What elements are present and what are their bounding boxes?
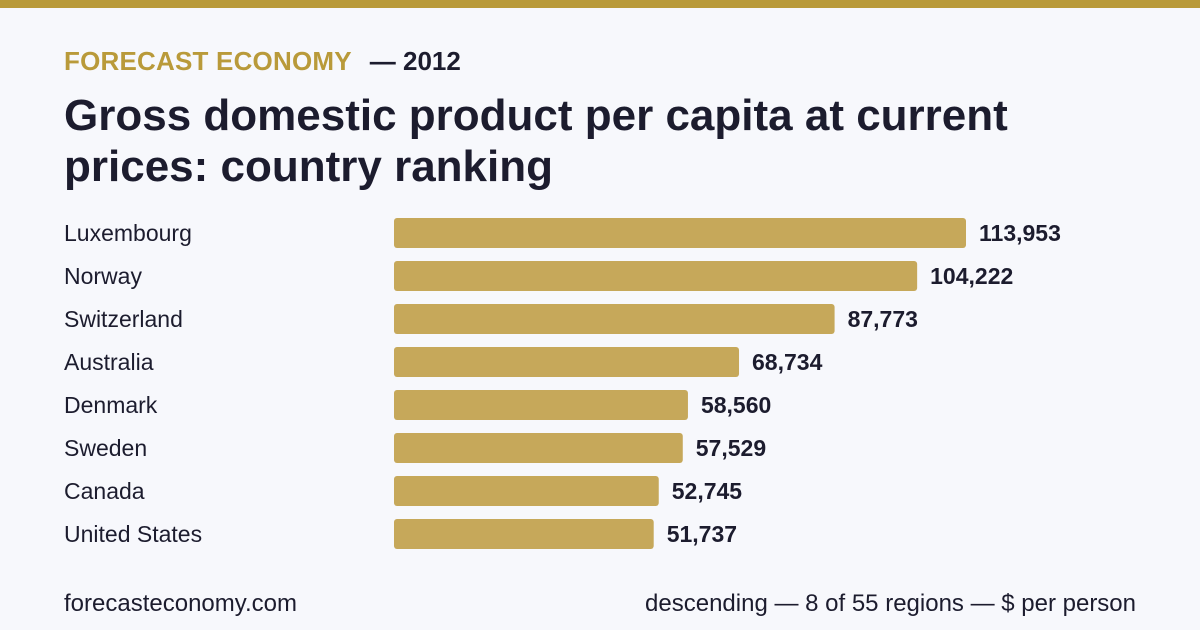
category-label: Canada xyxy=(64,478,145,504)
header: FORECAST ECONOMY — 2012 xyxy=(64,44,461,78)
bar-sweden[interactable] xyxy=(394,433,683,463)
chart-title: Gross domestic product per capita at cur… xyxy=(64,91,1008,191)
value-label: 87,773 xyxy=(848,306,918,332)
bar-switzerland[interactable] xyxy=(394,304,835,334)
brand-name[interactable]: FORECAST ECONOMY xyxy=(64,45,352,76)
bar-denmark[interactable] xyxy=(394,390,688,420)
value-label: 68,734 xyxy=(752,349,823,375)
bar-canada[interactable] xyxy=(394,476,659,506)
value-label: 51,737 xyxy=(667,521,737,547)
bar-luxembourg[interactable] xyxy=(394,218,966,248)
category-label: Denmark xyxy=(64,392,158,418)
footer-note: descending — 8 of 55 regions — $ per per… xyxy=(645,590,1136,617)
value-label: 57,529 xyxy=(696,435,766,461)
bar-norway[interactable] xyxy=(394,261,918,291)
category-label: Australia xyxy=(64,349,154,375)
category-label: Norway xyxy=(64,263,142,289)
category-label: Luxembourg xyxy=(64,220,192,246)
category-label: United States xyxy=(64,521,202,547)
value-label: 104,222 xyxy=(930,263,1013,289)
top-accent-bar xyxy=(0,0,1200,8)
value-label: 52,745 xyxy=(672,478,743,504)
value-label: 58,560 xyxy=(701,392,771,418)
year-label: — 2012 xyxy=(369,45,461,76)
bar-united-states[interactable] xyxy=(394,519,654,549)
category-label: Switzerland xyxy=(64,306,183,332)
footer-site-link[interactable]: forecasteconomy.com xyxy=(64,590,297,617)
value-label: 113,953 xyxy=(979,220,1061,246)
category-label: Sweden xyxy=(64,435,147,461)
bar-australia[interactable] xyxy=(394,347,740,377)
